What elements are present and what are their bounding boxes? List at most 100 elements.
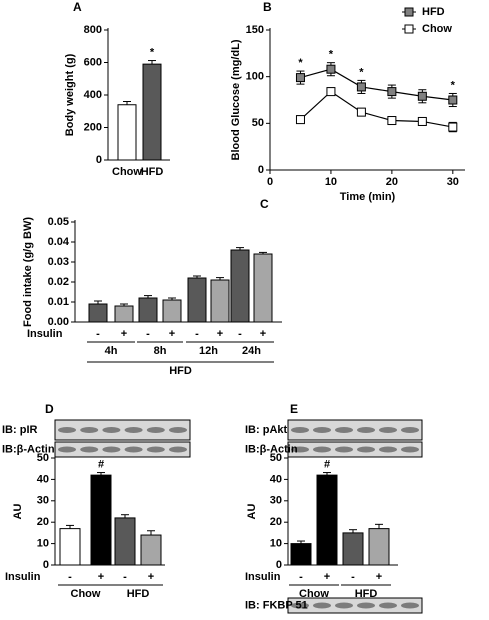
y-tick-label: 800 xyxy=(84,24,102,36)
y-tick-label: 50 xyxy=(252,117,264,129)
blot-band xyxy=(169,446,187,453)
point xyxy=(448,122,458,132)
row-label: Insulin xyxy=(245,571,281,583)
blot-band xyxy=(335,602,353,609)
point xyxy=(295,73,305,83)
x-tick-label: - xyxy=(96,328,100,340)
series-line xyxy=(300,90,453,128)
x-tick-label: - xyxy=(123,571,127,583)
x-tick-label: - xyxy=(146,328,150,340)
blot-band xyxy=(146,446,165,453)
blot-band xyxy=(379,446,397,453)
point xyxy=(387,116,397,126)
y-axis-label: Blood Glucose (mg/dL) xyxy=(230,39,242,160)
y-tick-label: 0.02 xyxy=(48,276,69,288)
blot-band xyxy=(102,427,121,433)
x-tick-label: 0 xyxy=(267,176,273,188)
blot xyxy=(54,419,191,441)
x-tick-label: - xyxy=(351,571,355,583)
y-tick-label: 0.03 xyxy=(48,256,69,268)
blot-band xyxy=(80,446,99,453)
blot-band xyxy=(146,427,165,433)
y-axis-label: AU xyxy=(246,504,258,520)
bar xyxy=(210,279,230,323)
y-axis-label: Body weight (g) xyxy=(64,53,76,136)
blot-band xyxy=(124,427,143,433)
x-tick-label: 30 xyxy=(447,176,459,188)
x-tick-label: + xyxy=(217,328,223,340)
blot-band xyxy=(357,427,375,433)
bar xyxy=(316,474,338,566)
blot-band xyxy=(401,602,419,609)
x-tick-label: + xyxy=(148,571,154,583)
blot-band xyxy=(102,446,121,453)
point xyxy=(417,116,427,126)
group-label: HFD xyxy=(127,588,150,600)
x-tick-label: - xyxy=(195,328,199,340)
panel-label: A xyxy=(73,0,82,14)
blot-band xyxy=(58,427,76,433)
bar xyxy=(290,543,312,566)
blot-band xyxy=(80,427,99,433)
bar xyxy=(187,277,207,323)
bar xyxy=(162,299,182,323)
group-label: 24h xyxy=(242,345,261,357)
x-tick-label: + xyxy=(169,328,175,340)
blot-label: IB: pAkt xyxy=(245,424,288,436)
bar xyxy=(117,104,137,161)
point xyxy=(326,87,336,97)
blot-label: IB: pIR xyxy=(2,424,37,436)
y-tick-label: 50 xyxy=(37,452,49,464)
annotation: * xyxy=(150,46,155,58)
y-tick-label: 0 xyxy=(258,164,264,176)
y-tick-label: 20 xyxy=(270,516,282,528)
blot-band xyxy=(313,602,331,609)
blot-band xyxy=(379,427,397,433)
bar xyxy=(253,253,273,323)
y-tick-label: 10 xyxy=(270,538,282,550)
point xyxy=(295,115,305,125)
bar xyxy=(90,474,112,566)
annotation: # xyxy=(98,458,104,470)
blot-band xyxy=(357,446,375,453)
panel-label: B xyxy=(263,0,272,14)
blot-band xyxy=(313,427,331,433)
annotation: * xyxy=(329,49,334,61)
y-tick-label: 0.04 xyxy=(48,236,70,248)
legend-label: Chow xyxy=(422,23,452,35)
group-label: 4h xyxy=(105,345,118,357)
y-tick-label: 40 xyxy=(270,473,282,485)
blot xyxy=(54,441,191,458)
panel-label: D xyxy=(45,402,54,416)
panel-label: C xyxy=(260,197,269,211)
blot-label: IB:β-Actin xyxy=(2,443,55,455)
point xyxy=(387,87,397,97)
x-tick-label: + xyxy=(376,571,382,583)
row-label: Insulin xyxy=(27,328,63,340)
x-axis-label: Time (min) xyxy=(340,191,396,203)
group-label: HFD xyxy=(355,588,378,600)
bar xyxy=(368,528,390,566)
annotation: * xyxy=(298,57,303,69)
blot xyxy=(287,419,423,441)
y-tick-label: 0.00 xyxy=(48,316,69,328)
y-tick-label: 400 xyxy=(84,89,102,101)
group-label: HFD xyxy=(169,365,192,377)
bar xyxy=(59,528,81,566)
y-tick-label: 0.01 xyxy=(48,296,69,308)
bar xyxy=(88,303,108,323)
y-tick-label: 100 xyxy=(246,71,264,83)
y-tick-label: 200 xyxy=(84,121,102,133)
point xyxy=(356,82,366,92)
y-tick-label: 40 xyxy=(37,473,49,485)
blot-label: IB:β-Actin xyxy=(245,443,298,455)
x-tick-label: - xyxy=(238,328,242,340)
blot-band xyxy=(379,602,397,609)
bar xyxy=(140,534,162,566)
y-tick-label: 10 xyxy=(37,538,49,550)
legend-label: HFD xyxy=(422,6,445,18)
group-label: 12h xyxy=(199,345,218,357)
legend-marker xyxy=(404,24,414,34)
x-tick-label: + xyxy=(121,328,127,340)
